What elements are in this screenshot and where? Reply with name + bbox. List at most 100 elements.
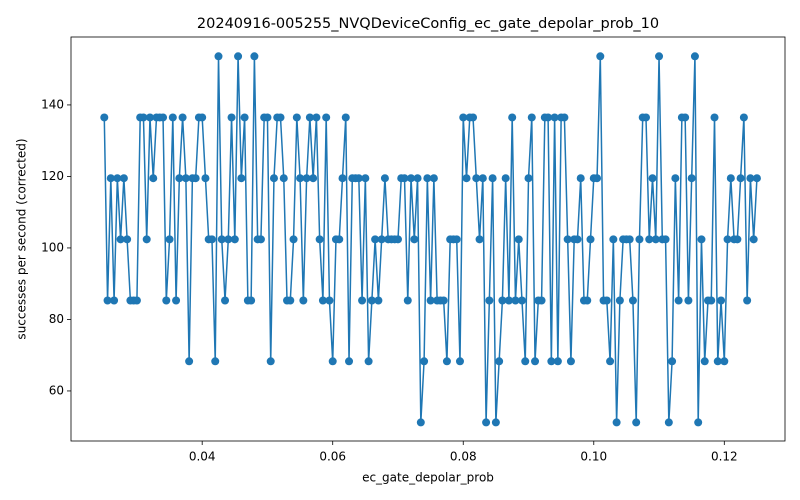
- chart-title: 20240916-005255_NVQDeviceConfig_ec_gate_…: [197, 16, 659, 32]
- marker: [263, 113, 272, 122]
- marker: [328, 357, 337, 366]
- marker: [442, 357, 451, 366]
- marker: [733, 235, 742, 244]
- marker: [214, 52, 223, 61]
- x-tick-label: 0.04: [189, 450, 216, 464]
- y-tick-label: 100: [41, 240, 64, 254]
- marker: [217, 235, 226, 244]
- marker: [736, 174, 745, 183]
- marker: [374, 296, 383, 305]
- marker: [423, 174, 432, 183]
- marker: [583, 296, 592, 305]
- marker: [207, 235, 216, 244]
- marker: [377, 235, 386, 244]
- marker: [393, 235, 402, 244]
- marker: [602, 296, 611, 305]
- marker: [635, 235, 644, 244]
- marker: [145, 113, 154, 122]
- marker: [286, 296, 295, 305]
- marker: [560, 113, 569, 122]
- marker: [106, 174, 115, 183]
- marker: [697, 235, 706, 244]
- marker: [302, 174, 311, 183]
- marker: [361, 174, 370, 183]
- marker: [211, 357, 220, 366]
- marker: [269, 174, 278, 183]
- marker: [547, 357, 556, 366]
- marker: [475, 235, 484, 244]
- marker: [491, 418, 500, 427]
- marker: [664, 418, 673, 427]
- marker: [312, 113, 321, 122]
- marker: [358, 296, 367, 305]
- marker: [723, 235, 732, 244]
- marker: [684, 296, 693, 305]
- marker: [354, 174, 363, 183]
- marker: [625, 235, 634, 244]
- marker: [341, 113, 350, 122]
- marker: [452, 235, 461, 244]
- marker: [338, 174, 347, 183]
- marker: [407, 174, 416, 183]
- y-tick-label: 120: [41, 169, 64, 183]
- y-tick-label: 80: [49, 312, 64, 326]
- marker: [142, 235, 151, 244]
- marker: [472, 174, 481, 183]
- marker: [521, 357, 530, 366]
- marker: [400, 174, 409, 183]
- marker: [668, 357, 677, 366]
- marker: [596, 52, 605, 61]
- marker: [426, 296, 435, 305]
- marker: [655, 52, 664, 61]
- marker: [707, 296, 716, 305]
- marker: [508, 113, 517, 122]
- marker: [586, 235, 595, 244]
- marker: [276, 113, 285, 122]
- marker: [469, 113, 478, 122]
- marker: [749, 235, 758, 244]
- marker: [364, 357, 373, 366]
- marker: [498, 296, 507, 305]
- marker: [593, 174, 602, 183]
- marker: [159, 113, 168, 122]
- marker: [292, 113, 301, 122]
- marker: [116, 235, 125, 244]
- marker: [576, 174, 585, 183]
- marker: [165, 235, 174, 244]
- plot-frame: [70, 36, 786, 442]
- marker: [279, 174, 288, 183]
- marker: [420, 357, 429, 366]
- marker: [345, 357, 354, 366]
- marker: [103, 296, 112, 305]
- marker: [162, 296, 171, 305]
- marker: [266, 357, 275, 366]
- marker: [240, 113, 249, 122]
- marker: [674, 296, 683, 305]
- y-axis-label: successes per second (corrected): [15, 138, 29, 339]
- marker: [537, 296, 546, 305]
- marker: [641, 113, 650, 122]
- marker: [710, 113, 719, 122]
- marker: [517, 296, 526, 305]
- marker: [403, 296, 412, 305]
- marker: [289, 235, 298, 244]
- marker: [504, 296, 513, 305]
- marker: [322, 113, 331, 122]
- marker: [700, 357, 709, 366]
- x-tick-label: 0.06: [319, 450, 346, 464]
- x-tick-label: 0.10: [580, 450, 607, 464]
- marker: [299, 296, 308, 305]
- marker: [175, 174, 184, 183]
- marker: [544, 113, 553, 122]
- marker: [720, 357, 729, 366]
- marker: [514, 235, 523, 244]
- marker: [168, 113, 177, 122]
- marker: [315, 235, 324, 244]
- marker: [511, 296, 520, 305]
- marker: [429, 174, 438, 183]
- marker: [367, 296, 376, 305]
- marker: [726, 174, 735, 183]
- marker: [410, 235, 419, 244]
- marker: [531, 357, 540, 366]
